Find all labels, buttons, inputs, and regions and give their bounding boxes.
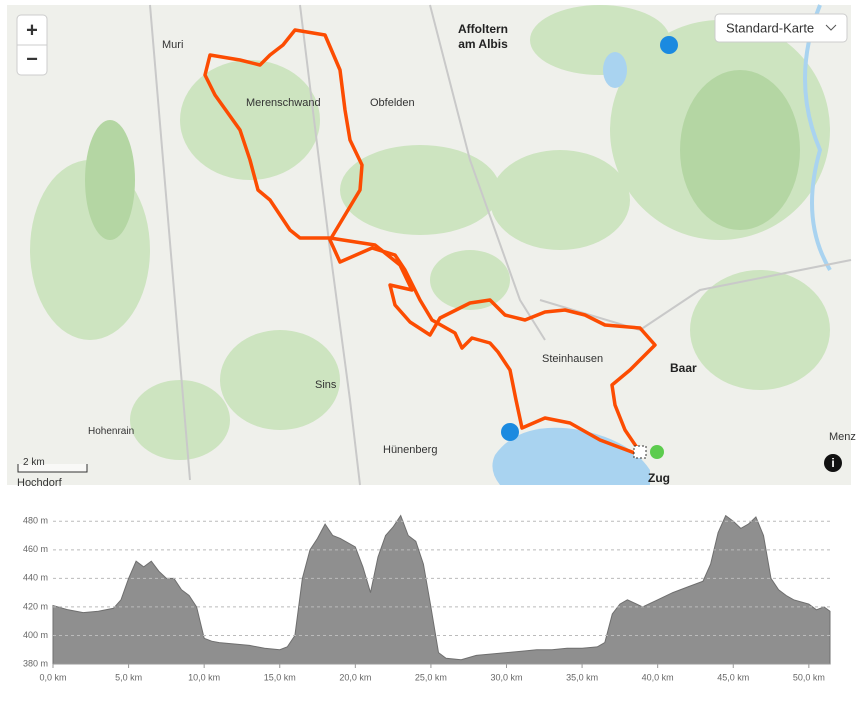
place-label: Steinhausen: [542, 353, 603, 365]
scale-label: 2 km: [23, 457, 45, 468]
y-tick-label: 460 m: [23, 544, 48, 554]
place-label: Affoltern am Albis: [458, 22, 508, 51]
x-tick-label: 25,0 km: [415, 672, 447, 682]
info-icon: i: [831, 456, 834, 470]
place-label: Hünenberg: [383, 444, 437, 456]
place-label: Zug: [648, 471, 670, 485]
place-label: Baar: [670, 361, 697, 375]
x-tick-label: 0,0 km: [39, 672, 66, 682]
zoom-control: + −: [16, 14, 48, 76]
y-tick-label: 400 m: [23, 630, 48, 640]
layer-select[interactable]: Standard-Karte: [714, 13, 848, 43]
place-label: Merenschwand: [246, 97, 321, 109]
y-tick-label: 440 m: [23, 573, 48, 583]
y-tick-label: 380 m: [23, 658, 48, 668]
place-label: Sins: [315, 379, 337, 391]
x-tick-label: 45,0 km: [717, 672, 749, 682]
route: [203, 28, 657, 457]
place-label: Hochdorf: [17, 477, 63, 489]
x-tick-label: 20,0 km: [339, 672, 371, 682]
photo-marker[interactable]: [501, 423, 519, 441]
photo-marker[interactable]: [660, 36, 678, 54]
x-tick-label: 50,0 km: [793, 672, 825, 682]
x-tick-label: 15,0 km: [264, 672, 296, 682]
x-tick-label: 40,0 km: [642, 672, 674, 682]
layer-label[interactable]: Standard-Karte: [726, 20, 814, 35]
x-tick-label: 35,0 km: [566, 672, 598, 682]
y-tick-label: 480 m: [23, 516, 48, 526]
finish-marker: [633, 445, 647, 459]
info-button[interactable]: [824, 454, 842, 472]
zoom-in[interactable]: +: [26, 19, 38, 41]
place-label: Muri: [162, 39, 183, 51]
elevation-area: [52, 514, 831, 665]
place-label: Hohenrain: [88, 426, 134, 437]
x-tick-label: 30,0 km: [490, 672, 522, 682]
x-tick-label: 5,0 km: [115, 672, 142, 682]
elevation-chart: 380 m 400 m 420 m 440 m 460 m 480 m 0,0 km 5,0 …: [23, 514, 831, 682]
zoom-out[interactable]: −: [26, 48, 38, 70]
place-label: Obfelden: [370, 97, 415, 109]
map[interactable]: Muri Merenschwand Obfelden Affoltern am A…: [7, 4, 856, 489]
scale-bar: [17, 464, 88, 473]
x-tick-label: 10,0 km: [188, 672, 220, 682]
start-marker: [650, 445, 664, 459]
place-label: Menz: [829, 431, 856, 443]
y-tick-label: 420 m: [23, 601, 48, 611]
